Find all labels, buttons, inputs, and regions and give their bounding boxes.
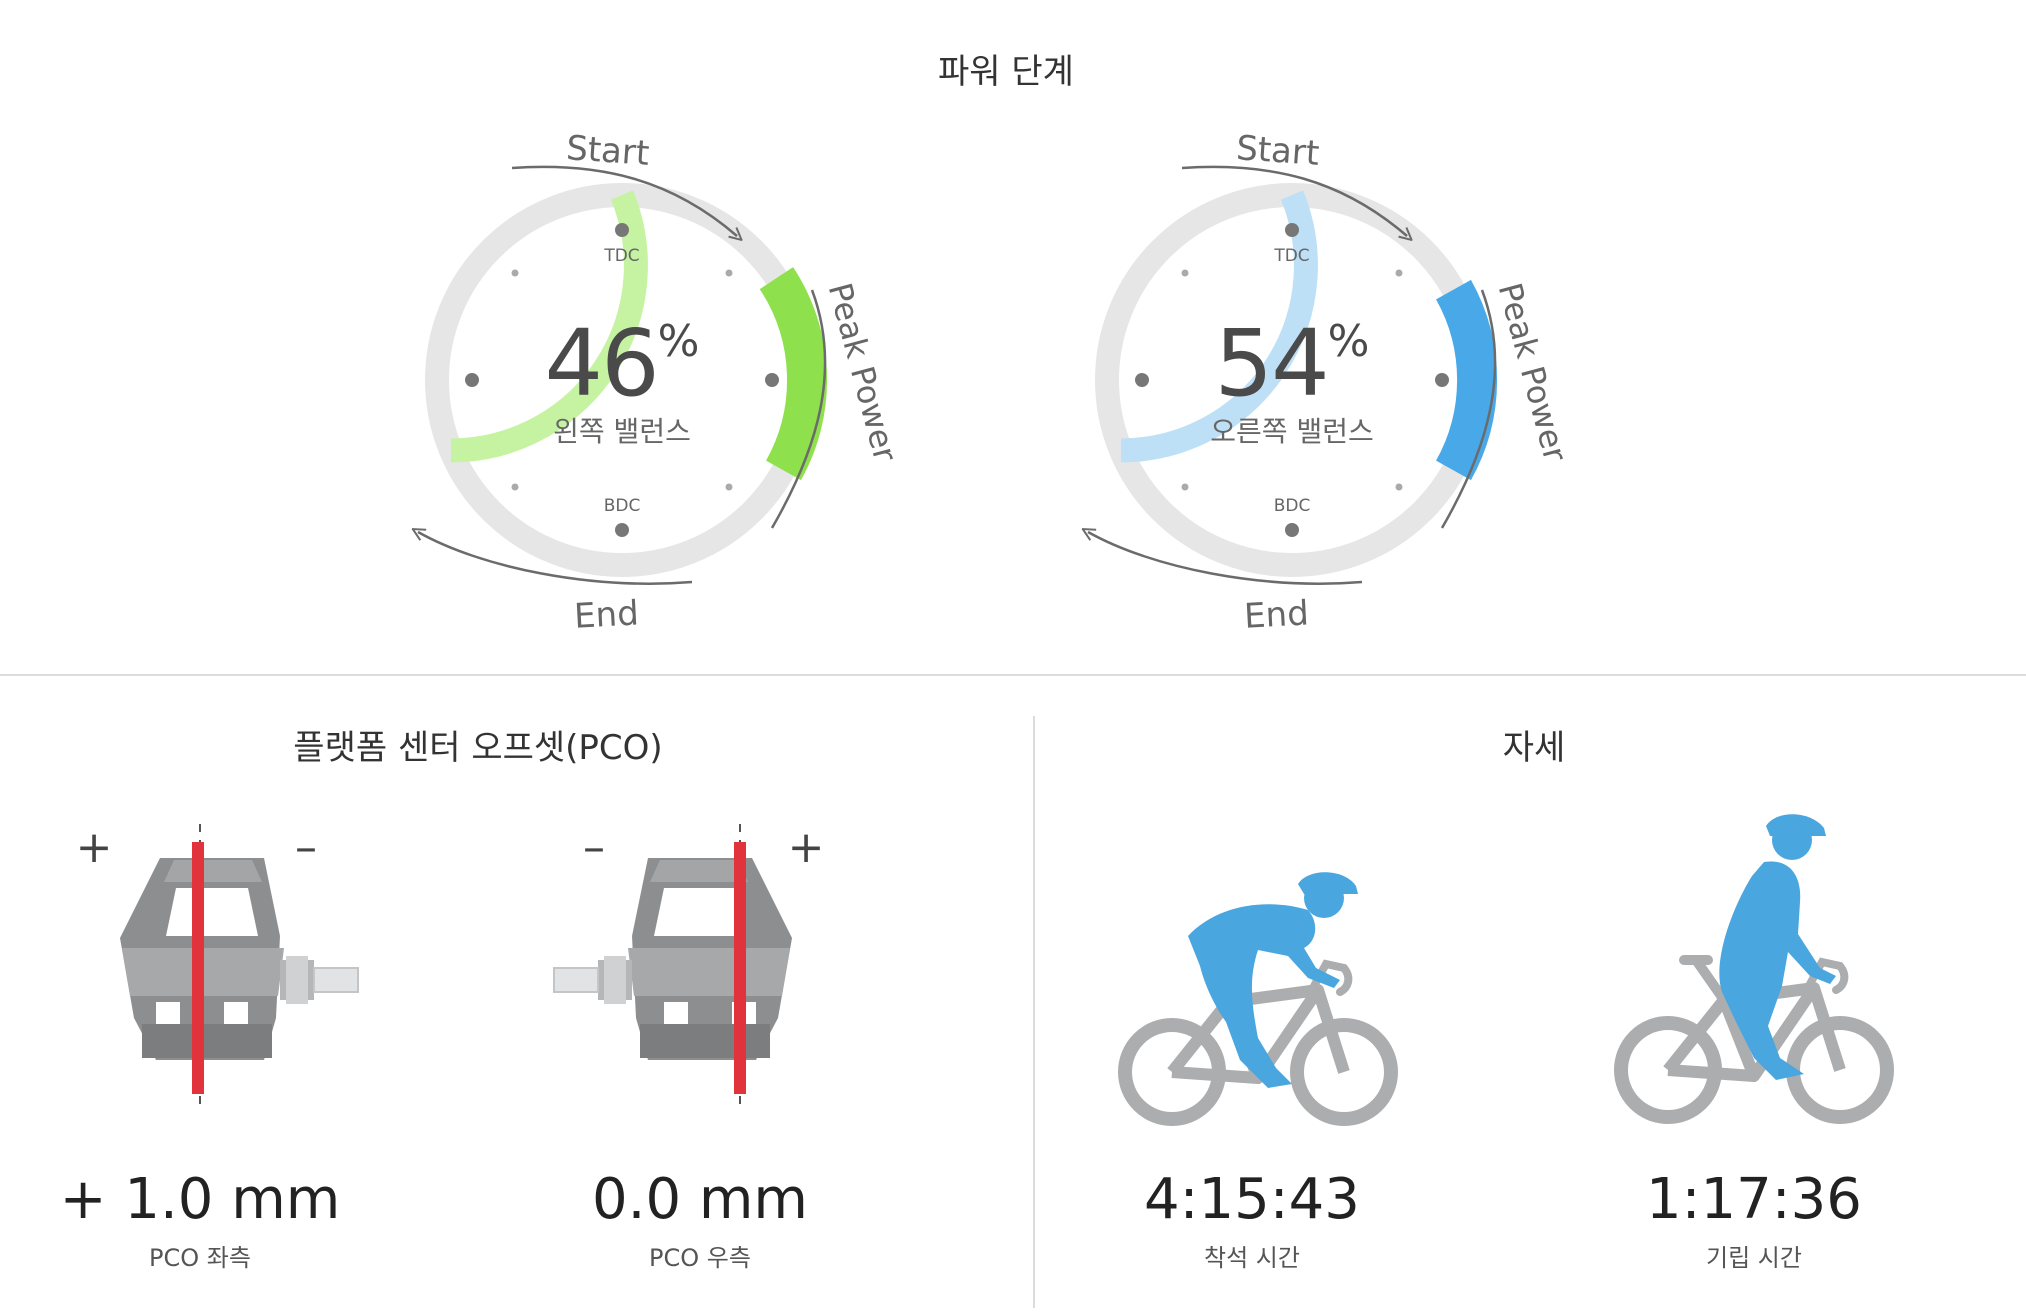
percent-sign: % bbox=[1327, 316, 1370, 367]
bdc-label: BDC bbox=[603, 496, 641, 516]
left-pedal-graphic bbox=[120, 824, 359, 1108]
right-balance-label: 오른쪽 밸런스 bbox=[1210, 415, 1374, 448]
pco-left-label: PCO 좌측 bbox=[149, 1244, 251, 1272]
minus-sign: – bbox=[583, 822, 605, 873]
seated-time-label: 착석 시간 bbox=[1204, 1244, 1300, 1272]
pco-left-metric: + 1.0 mm PCO 좌측 bbox=[60, 1172, 341, 1273]
left-gauge-graphic: Start End Peak Power bbox=[372, 128, 905, 637]
balance-percent: 46% bbox=[372, 310, 872, 417]
right-pedal-graphic bbox=[553, 824, 792, 1108]
peak-power-bracket bbox=[1440, 289, 1497, 529]
balance-percent-value: 46 bbox=[544, 310, 660, 417]
percent-sign: % bbox=[657, 316, 700, 367]
pedal-spindle bbox=[553, 956, 632, 1004]
seated-time-value: 4:15:43 bbox=[1144, 1167, 1360, 1232]
standing-time-label: 기립 시간 bbox=[1706, 1244, 1802, 1272]
pco-title: 플랫폼 센터 오프셋(PCO) bbox=[293, 728, 663, 768]
left-balance-label: 왼쪽 밸런스 bbox=[553, 415, 691, 448]
peak-power-bracket bbox=[770, 289, 827, 529]
left-power-phase-gauge: Start End Peak Power TDC BDC 46% 왼쪽 밸런스 bbox=[372, 120, 905, 650]
end-arrow bbox=[1088, 532, 1363, 585]
end-arrow bbox=[418, 532, 693, 585]
posture-title: 자세 bbox=[1502, 728, 1566, 768]
seated-rider-graphic bbox=[1118, 872, 1398, 1126]
power-phase-title: 파워 단계 bbox=[938, 52, 1074, 92]
standing-time-value: 1:17:36 bbox=[1646, 1167, 1862, 1232]
start-label: Start bbox=[1235, 128, 1321, 174]
tdc-label: TDC bbox=[604, 246, 640, 266]
rider-figure bbox=[1719, 814, 1836, 1080]
plus-sign: + bbox=[75, 822, 113, 873]
start-label: Start bbox=[565, 128, 651, 174]
tdc-label: TDC bbox=[1274, 246, 1310, 266]
standing-rider-graphic bbox=[1614, 814, 1894, 1124]
right-gauge-graphic: Start End Peak Power bbox=[1042, 128, 1575, 637]
end-label: End bbox=[1243, 593, 1310, 636]
power-phase-arc bbox=[450, 190, 648, 463]
start-arrow bbox=[511, 165, 737, 236]
peak-power-arc bbox=[759, 267, 827, 481]
position-dots bbox=[1135, 223, 1449, 537]
right-power-phase-gauge: Start End Peak Power TDC BDC 54% 오른쪽 밸런스 bbox=[1042, 120, 1575, 650]
standing-time-metric: 1:17:36 기립 시간 bbox=[1646, 1172, 1862, 1273]
balance-percent-value: 54 bbox=[1214, 310, 1330, 417]
start-arrow bbox=[1181, 165, 1407, 236]
pedal-spindle bbox=[280, 956, 359, 1004]
pco-line bbox=[734, 842, 746, 1094]
bdc-label: BDC bbox=[1273, 496, 1311, 516]
end-label: End bbox=[573, 593, 640, 636]
pco-left-value: + 1.0 mm bbox=[59, 1167, 341, 1232]
pco-right-metric: 0.0 mm PCO 우측 bbox=[592, 1172, 808, 1273]
balance-percent: 54% bbox=[1042, 310, 1542, 417]
section-divider bbox=[0, 674, 2026, 676]
pco-right-label: PCO 우측 bbox=[649, 1244, 751, 1272]
column-divider bbox=[1033, 716, 1035, 1308]
seated-time-metric: 4:15:43 착석 시간 bbox=[1144, 1172, 1360, 1273]
pedal-body bbox=[628, 858, 792, 1060]
pco-line bbox=[192, 842, 204, 1094]
power-phase-arc bbox=[1120, 190, 1318, 463]
position-dots bbox=[465, 223, 779, 537]
peak-power-arc bbox=[1435, 279, 1498, 481]
pco-right-value: 0.0 mm bbox=[592, 1167, 808, 1232]
rider-figure bbox=[1188, 872, 1358, 1088]
plus-sign: + bbox=[787, 822, 825, 873]
minus-sign: – bbox=[295, 822, 317, 873]
